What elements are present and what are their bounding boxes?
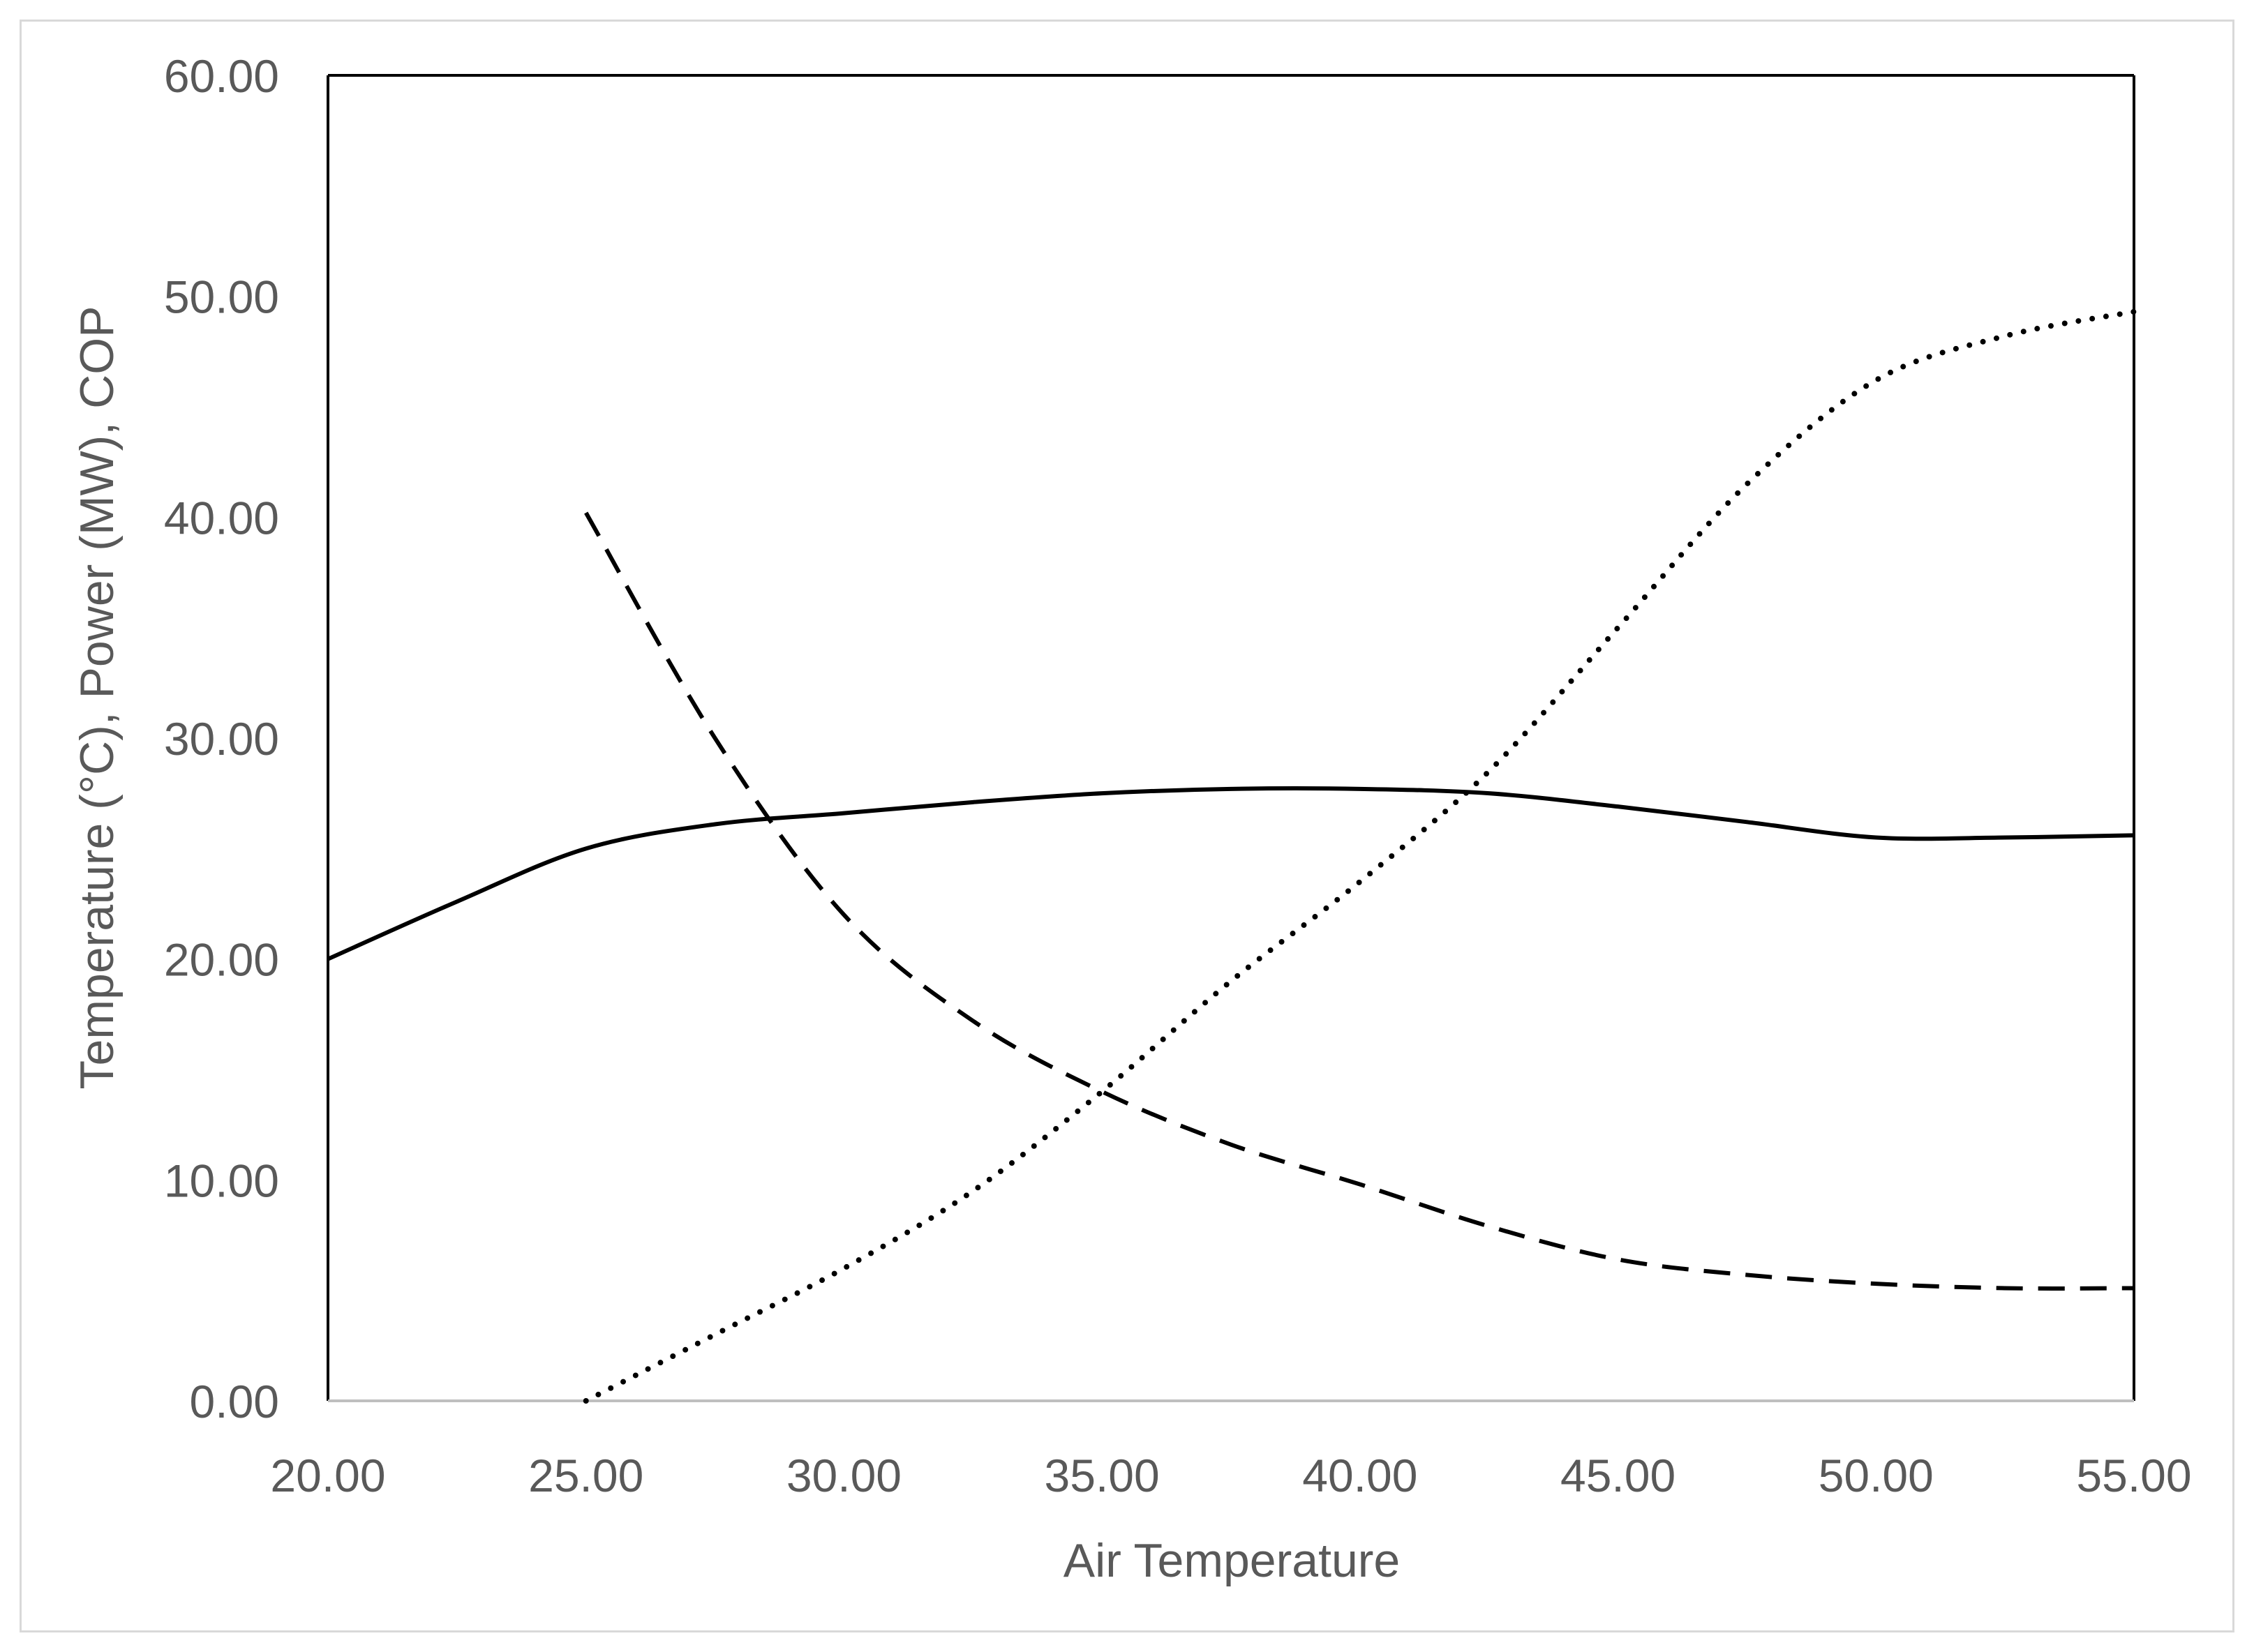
- x-tick-label: 25.00: [528, 1450, 643, 1501]
- y-axis-title: Temperature (°C), Power (MW), COP: [70, 306, 124, 1090]
- x-tick-label: 30.00: [786, 1450, 902, 1501]
- plot-area: [327, 74, 2135, 1402]
- y-tick-label: 20.00: [164, 934, 279, 986]
- x-tick-label: 40.00: [1302, 1450, 1417, 1501]
- series-line-dotted: [583, 308, 2137, 1404]
- chart-frame: [20, 20, 2234, 1632]
- x-axis-title: Air Temperature: [1063, 1534, 1401, 1587]
- x-tick-label: 55.00: [2076, 1450, 2191, 1501]
- series-layer: [327, 308, 2137, 1404]
- x-tick-label: 35.00: [1045, 1450, 1160, 1501]
- x-axis-ticks: 20.00 25.00 30.00 35.00 40.00 45.00 50.00 55.00: [270, 1450, 2191, 1501]
- series-line-dashed: [584, 511, 2135, 1291]
- x-tick-label: 20.00: [270, 1450, 385, 1501]
- y-tick-label: 40.00: [164, 492, 279, 543]
- y-tick-label: 30.00: [164, 713, 279, 765]
- y-tick-label: 0.00: [190, 1376, 279, 1427]
- y-tick-label: 10.00: [164, 1155, 279, 1206]
- x-tick-label: 45.00: [1560, 1450, 1675, 1501]
- y-axis-ticks: 0.00 10.00 20.00 30.00 40.00 50.00 60.00: [164, 50, 279, 1427]
- x-tick-label: 50.00: [1819, 1450, 1934, 1501]
- series-line-solid: [327, 786, 2135, 961]
- y-tick-label: 50.00: [164, 271, 279, 323]
- y-tick-label: 60.00: [164, 50, 279, 102]
